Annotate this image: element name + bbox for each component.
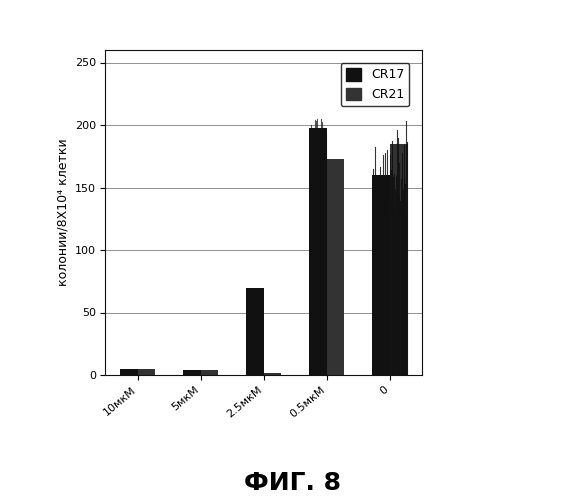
Bar [200, 370, 218, 375]
Bar [372, 175, 390, 375]
Bar [264, 372, 281, 375]
Text: ФИГ. 8: ФИГ. 8 [244, 471, 342, 495]
Bar [183, 370, 200, 375]
Bar [120, 369, 138, 375]
Bar [327, 159, 345, 375]
Legend: CR17, CR21: CR17, CR21 [341, 62, 410, 106]
Bar [246, 288, 264, 375]
Bar [309, 128, 327, 375]
Y-axis label: колонии/8X10⁴ клетки: колонии/8X10⁴ клетки [56, 138, 69, 286]
Bar [138, 369, 155, 375]
Bar [390, 144, 407, 375]
